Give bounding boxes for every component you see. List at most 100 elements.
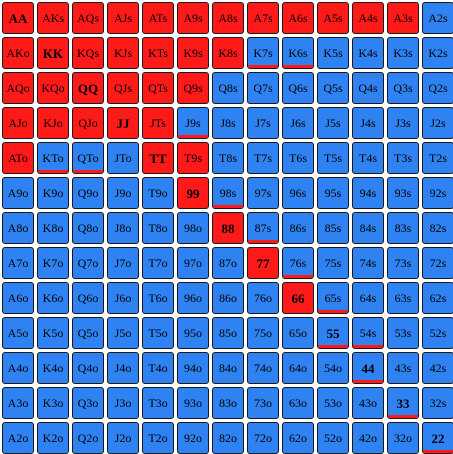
hand-cell[interactable]: KQs	[72, 37, 104, 69]
hand-cell[interactable]: T3o	[142, 387, 174, 419]
hand-cell[interactable]: 99	[177, 177, 209, 209]
hand-cell[interactable]: 72o	[247, 422, 279, 454]
hand-cell[interactable]: T2o	[142, 422, 174, 454]
hand-cell[interactable]: 97o	[177, 247, 209, 279]
hand-cell[interactable]: 55	[317, 317, 349, 349]
hand-cell[interactable]: 65o	[282, 317, 314, 349]
hand-cell[interactable]: Q2o	[72, 422, 104, 454]
hand-cell[interactable]: 76o	[247, 282, 279, 314]
hand-cell[interactable]: Q5s	[317, 72, 349, 104]
hand-cell[interactable]: J8s	[212, 107, 244, 139]
hand-cell[interactable]: J9o	[107, 177, 139, 209]
hand-cell[interactable]: A7o	[2, 247, 34, 279]
hand-cell[interactable]: 53o	[317, 387, 349, 419]
hand-cell[interactable]: AJo	[2, 107, 34, 139]
hand-cell[interactable]: K3o	[37, 387, 69, 419]
hand-cell[interactable]: 86s	[282, 212, 314, 244]
hand-cell[interactable]: KQo	[37, 72, 69, 104]
hand-cell[interactable]: 62o	[282, 422, 314, 454]
hand-cell[interactable]: K7s	[247, 37, 279, 69]
hand-cell[interactable]: 42s	[422, 352, 453, 384]
hand-cell[interactable]: K9s	[177, 37, 209, 69]
hand-cell[interactable]: Q8s	[212, 72, 244, 104]
hand-cell[interactable]: JTs	[142, 107, 174, 139]
hand-cell[interactable]: ATo	[2, 142, 34, 174]
hand-cell[interactable]: T7o	[142, 247, 174, 279]
hand-cell[interactable]: 87s	[247, 212, 279, 244]
hand-cell[interactable]: 53s	[387, 317, 419, 349]
hand-cell[interactable]: J4s	[352, 107, 384, 139]
hand-cell[interactable]: 54s	[352, 317, 384, 349]
hand-cell[interactable]: T8o	[142, 212, 174, 244]
hand-cell[interactable]: 84s	[352, 212, 384, 244]
hand-cell[interactable]: T6o	[142, 282, 174, 314]
hand-cell[interactable]: Q8o	[72, 212, 104, 244]
hand-cell[interactable]: Q3s	[387, 72, 419, 104]
hand-cell[interactable]: 88	[212, 212, 244, 244]
hand-cell[interactable]: 63o	[282, 387, 314, 419]
hand-cell[interactable]: Q5o	[72, 317, 104, 349]
hand-cell[interactable]: Q4o	[72, 352, 104, 384]
hand-cell[interactable]: AKs	[37, 2, 69, 34]
hand-cell[interactable]: 66	[282, 282, 314, 314]
hand-cell[interactable]: KK	[37, 37, 69, 69]
hand-cell[interactable]: 83s	[387, 212, 419, 244]
hand-cell[interactable]: 95o	[177, 317, 209, 349]
hand-cell[interactable]: JJ	[107, 107, 139, 139]
hand-cell[interactable]: 94s	[352, 177, 384, 209]
hand-cell[interactable]: J2s	[422, 107, 453, 139]
hand-cell[interactable]: T5s	[317, 142, 349, 174]
hand-cell[interactable]: Q4s	[352, 72, 384, 104]
hand-cell[interactable]: 82s	[422, 212, 453, 244]
hand-cell[interactable]: 76s	[282, 247, 314, 279]
hand-cell[interactable]: A4o	[2, 352, 34, 384]
hand-cell[interactable]: KTo	[37, 142, 69, 174]
hand-cell[interactable]: 54o	[317, 352, 349, 384]
hand-cell[interactable]: T4o	[142, 352, 174, 384]
hand-cell[interactable]: T4s	[352, 142, 384, 174]
hand-cell[interactable]: A5s	[317, 2, 349, 34]
hand-cell[interactable]: 83o	[212, 387, 244, 419]
hand-cell[interactable]: 96s	[282, 177, 314, 209]
hand-cell[interactable]: T7s	[247, 142, 279, 174]
hand-cell[interactable]: 87o	[212, 247, 244, 279]
hand-cell[interactable]: 97s	[247, 177, 279, 209]
hand-cell[interactable]: K2o	[37, 422, 69, 454]
hand-cell[interactable]: AA	[2, 2, 34, 34]
hand-cell[interactable]: 75o	[247, 317, 279, 349]
hand-cell[interactable]: A4s	[352, 2, 384, 34]
hand-cell[interactable]: 75s	[317, 247, 349, 279]
hand-cell[interactable]: 62s	[422, 282, 453, 314]
hand-cell[interactable]: K2s	[422, 37, 453, 69]
hand-cell[interactable]: K4s	[352, 37, 384, 69]
hand-cell[interactable]: 92s	[422, 177, 453, 209]
hand-cell[interactable]: 93s	[387, 177, 419, 209]
hand-cell[interactable]: J2o	[107, 422, 139, 454]
hand-cell[interactable]: 85o	[212, 317, 244, 349]
hand-cell[interactable]: A2s	[422, 2, 453, 34]
hand-cell[interactable]: 64o	[282, 352, 314, 384]
hand-cell[interactable]: 33	[387, 387, 419, 419]
hand-cell[interactable]: AJs	[107, 2, 139, 34]
hand-cell[interactable]: Q9s	[177, 72, 209, 104]
hand-cell[interactable]: 82o	[212, 422, 244, 454]
hand-cell[interactable]: J9s	[177, 107, 209, 139]
hand-cell[interactable]: A3o	[2, 387, 34, 419]
hand-cell[interactable]: J5s	[317, 107, 349, 139]
hand-cell[interactable]: A5o	[2, 317, 34, 349]
hand-cell[interactable]: Q9o	[72, 177, 104, 209]
hand-cell[interactable]: K8s	[212, 37, 244, 69]
hand-cell[interactable]: 94o	[177, 352, 209, 384]
hand-cell[interactable]: K4o	[37, 352, 69, 384]
hand-cell[interactable]: T6s	[282, 142, 314, 174]
hand-cell[interactable]: J7o	[107, 247, 139, 279]
hand-cell[interactable]: 52s	[422, 317, 453, 349]
hand-cell[interactable]: QQ	[72, 72, 104, 104]
hand-cell[interactable]: AKo	[2, 37, 34, 69]
hand-cell[interactable]: K6s	[282, 37, 314, 69]
hand-cell[interactable]: 32s	[422, 387, 453, 419]
hand-cell[interactable]: A8o	[2, 212, 34, 244]
hand-cell[interactable]: A8s	[212, 2, 244, 34]
hand-cell[interactable]: 44	[352, 352, 384, 384]
hand-cell[interactable]: 74s	[352, 247, 384, 279]
